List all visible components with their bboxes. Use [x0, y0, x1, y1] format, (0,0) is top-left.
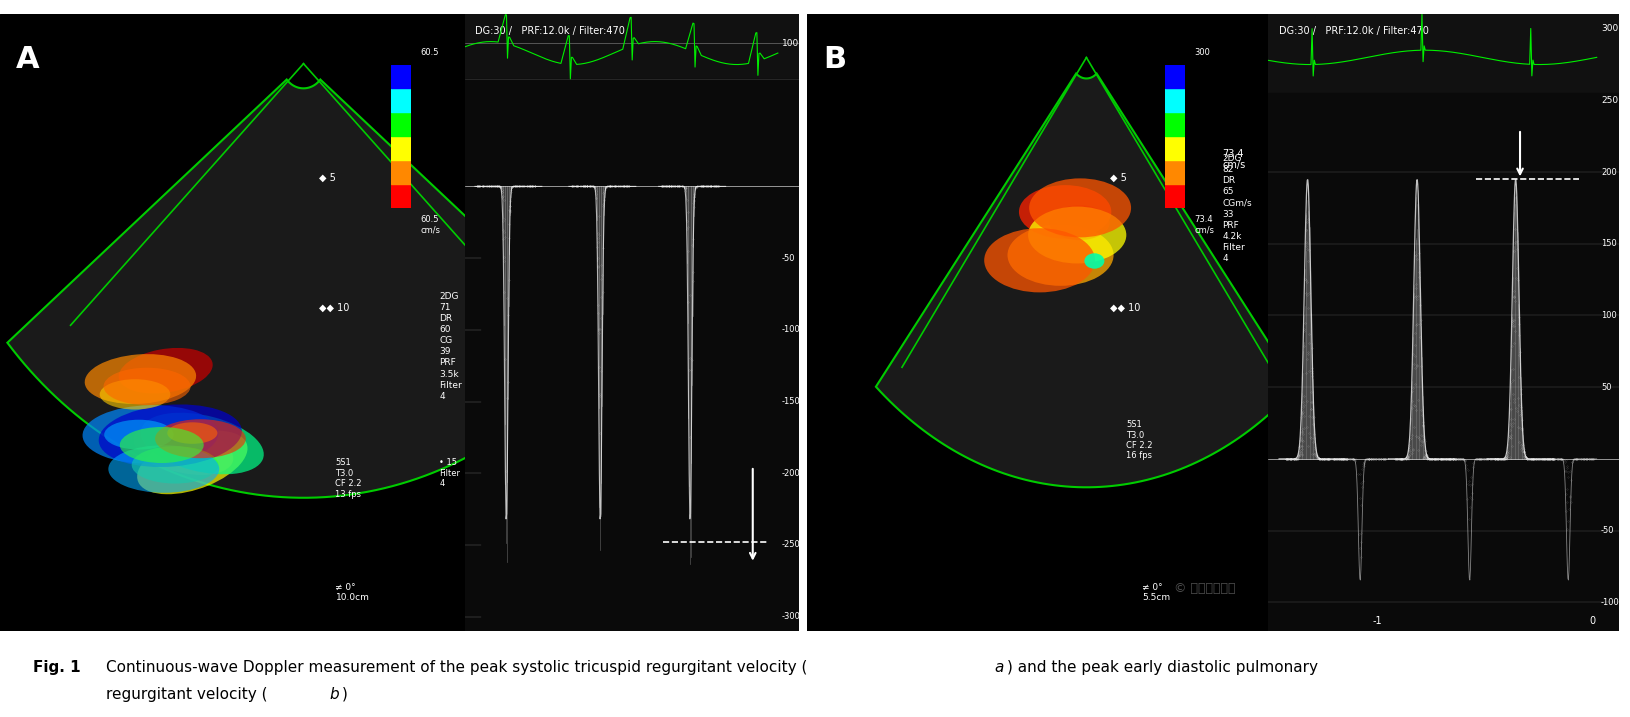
Ellipse shape: [1029, 179, 1131, 237]
Ellipse shape: [1050, 205, 1110, 240]
Ellipse shape: [104, 368, 191, 405]
Text: ◆◆ 10: ◆◆ 10: [1110, 303, 1141, 313]
Text: 73.4
cm/s: 73.4 cm/s: [1222, 149, 1245, 171]
Text: 150: 150: [1601, 239, 1617, 248]
Bar: [391, 184, 411, 208]
Text: © 中国重症超声: © 中国重症超声: [1174, 582, 1236, 595]
Text: 73.4
cm/s: 73.4 cm/s: [1195, 215, 1214, 234]
Text: DG:30 /   PRF:12.0k / Filter:470: DG:30 / PRF:12.0k / Filter:470: [474, 26, 624, 36]
Ellipse shape: [1084, 253, 1105, 269]
Text: -50: -50: [782, 254, 795, 262]
Text: 5S1
T3.0
CF 2.2
16 fps: 5S1 T3.0 CF 2.2 16 fps: [1126, 420, 1152, 460]
Bar: [465, 79, 799, 631]
Text: A: A: [16, 45, 39, 74]
Ellipse shape: [1007, 224, 1113, 286]
Bar: [1165, 113, 1185, 136]
Text: ◆ 5: ◆ 5: [319, 173, 336, 183]
Text: 250: 250: [1601, 96, 1619, 105]
Bar: [1165, 160, 1185, 184]
Text: Continuous-wave Doppler measurement of the peak systolic tricuspid regurgitant v: Continuous-wave Doppler measurement of t…: [106, 660, 807, 675]
Ellipse shape: [137, 431, 248, 494]
Bar: [1268, 14, 1619, 93]
Text: -1: -1: [564, 635, 574, 645]
Text: -200: -200: [782, 469, 800, 478]
Bar: [391, 160, 411, 184]
Ellipse shape: [985, 228, 1095, 293]
Text: -100: -100: [782, 326, 800, 334]
Text: 100: 100: [1601, 311, 1617, 320]
Bar: [1268, 93, 1619, 631]
Text: 0: 0: [1589, 616, 1596, 626]
Text: 100: 100: [782, 39, 799, 47]
Text: ) and the peak early diastolic pulmonary: ) and the peak early diastolic pulmonary: [1007, 660, 1319, 675]
Text: DG:30 /   PRF:12.0k / Filter:470: DG:30 / PRF:12.0k / Filter:470: [1280, 26, 1430, 36]
Ellipse shape: [134, 423, 233, 475]
Text: -1: -1: [1372, 616, 1382, 626]
Bar: [465, 14, 799, 79]
Text: -150: -150: [782, 397, 800, 406]
Bar: [1165, 184, 1185, 208]
Text: 60.5
cm/s: 60.5 cm/s: [421, 215, 440, 234]
Ellipse shape: [168, 422, 217, 444]
Text: -50: -50: [1601, 526, 1615, 535]
Text: 60.5: 60.5: [421, 48, 438, 57]
Text: 300: 300: [1195, 48, 1211, 57]
Text: a: a: [994, 660, 1004, 675]
Ellipse shape: [1019, 185, 1112, 239]
Text: -300: -300: [782, 612, 800, 621]
Ellipse shape: [132, 446, 218, 483]
Text: ≠ 0°
5.5cm: ≠ 0° 5.5cm: [1143, 583, 1170, 602]
Text: 5S1
T3.0
CF 2.2
13 fps: 5S1 T3.0 CF 2.2 13 fps: [336, 458, 362, 498]
Text: -250: -250: [782, 541, 800, 549]
Text: ≠ 0°
10.0cm: ≠ 0° 10.0cm: [336, 583, 370, 602]
Text: 200: 200: [1601, 168, 1617, 176]
Text: b: b: [329, 687, 339, 702]
Text: 300: 300: [1601, 24, 1619, 33]
Ellipse shape: [119, 348, 212, 394]
Ellipse shape: [140, 413, 264, 475]
Text: 2DG
71
DR
60
CG
39
PRF
3.5k
Filter
4: 2DG 71 DR 60 CG 39 PRF 3.5k Filter 4: [440, 292, 461, 401]
Text: 0: 0: [771, 635, 778, 645]
Text: 2DG
82
DR
65
CGm/s
33
PRF
4.2k
Filter
4: 2DG 82 DR 65 CGm/s 33 PRF 4.2k Filter 4: [1222, 154, 1252, 263]
Ellipse shape: [1029, 206, 1126, 263]
Ellipse shape: [99, 404, 241, 467]
Ellipse shape: [108, 445, 218, 493]
Ellipse shape: [155, 419, 246, 458]
Bar: [391, 88, 411, 113]
Ellipse shape: [85, 354, 196, 404]
Ellipse shape: [83, 405, 218, 464]
Text: B: B: [823, 45, 846, 74]
Text: • 15
Filter
4: • 15 Filter 4: [440, 458, 460, 488]
Text: -100: -100: [1601, 598, 1620, 607]
Bar: [391, 113, 411, 136]
Text: ): ): [342, 687, 349, 702]
Polygon shape: [8, 80, 600, 498]
Bar: [391, 65, 411, 88]
Text: Fig. 1: Fig. 1: [33, 660, 80, 675]
Ellipse shape: [104, 419, 174, 450]
Bar: [391, 136, 411, 160]
Bar: [1165, 65, 1185, 88]
Text: regurgitant velocity (: regurgitant velocity (: [106, 687, 267, 702]
Ellipse shape: [119, 427, 204, 463]
Polygon shape: [875, 74, 1297, 488]
Ellipse shape: [99, 379, 171, 409]
Bar: [1165, 88, 1185, 113]
Text: ◆ 5: ◆ 5: [1110, 173, 1128, 183]
Text: 50: 50: [1601, 383, 1612, 391]
Text: ◆◆ 10: ◆◆ 10: [319, 303, 350, 313]
Bar: [1165, 136, 1185, 160]
